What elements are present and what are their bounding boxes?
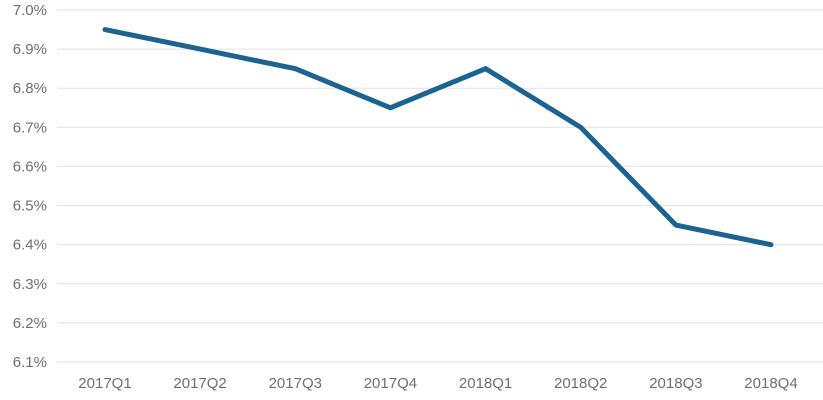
x-tick-label: 2018Q3 [649,375,702,392]
x-tick-label: 2017Q2 [173,375,226,392]
y-tick-label: 6.7% [13,119,47,136]
y-tick-label: 6.1% [13,354,47,371]
y-tick-label: 6.3% [13,276,47,293]
y-tick-label: 6.5% [13,198,47,215]
x-tick-label: 2018Q1 [459,375,512,392]
y-tick-label: 7.0% [13,2,47,19]
y-tick-label: 6.4% [13,237,47,254]
x-tick-label: 2018Q2 [554,375,607,392]
y-tick-label: 6.9% [13,41,47,58]
x-tick-label: 2017Q3 [269,375,322,392]
series-line [102,27,774,248]
y-tick-label: 6.8% [13,80,47,97]
x-tick-label: 2018Q4 [744,375,797,392]
y-tick-label: 6.2% [13,315,47,332]
x-tick-label: 2017Q4 [364,375,417,392]
x-tick-label: 2017Q1 [78,375,131,392]
y-tick-label: 6.6% [13,158,47,175]
